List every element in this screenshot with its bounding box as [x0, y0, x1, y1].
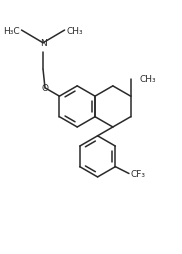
- Text: CH₃: CH₃: [67, 26, 83, 35]
- Text: N: N: [40, 39, 46, 48]
- Text: CH₃: CH₃: [139, 75, 156, 84]
- Text: O: O: [41, 84, 48, 93]
- Text: CF₃: CF₃: [131, 169, 146, 178]
- Text: H₃C: H₃C: [3, 26, 19, 35]
